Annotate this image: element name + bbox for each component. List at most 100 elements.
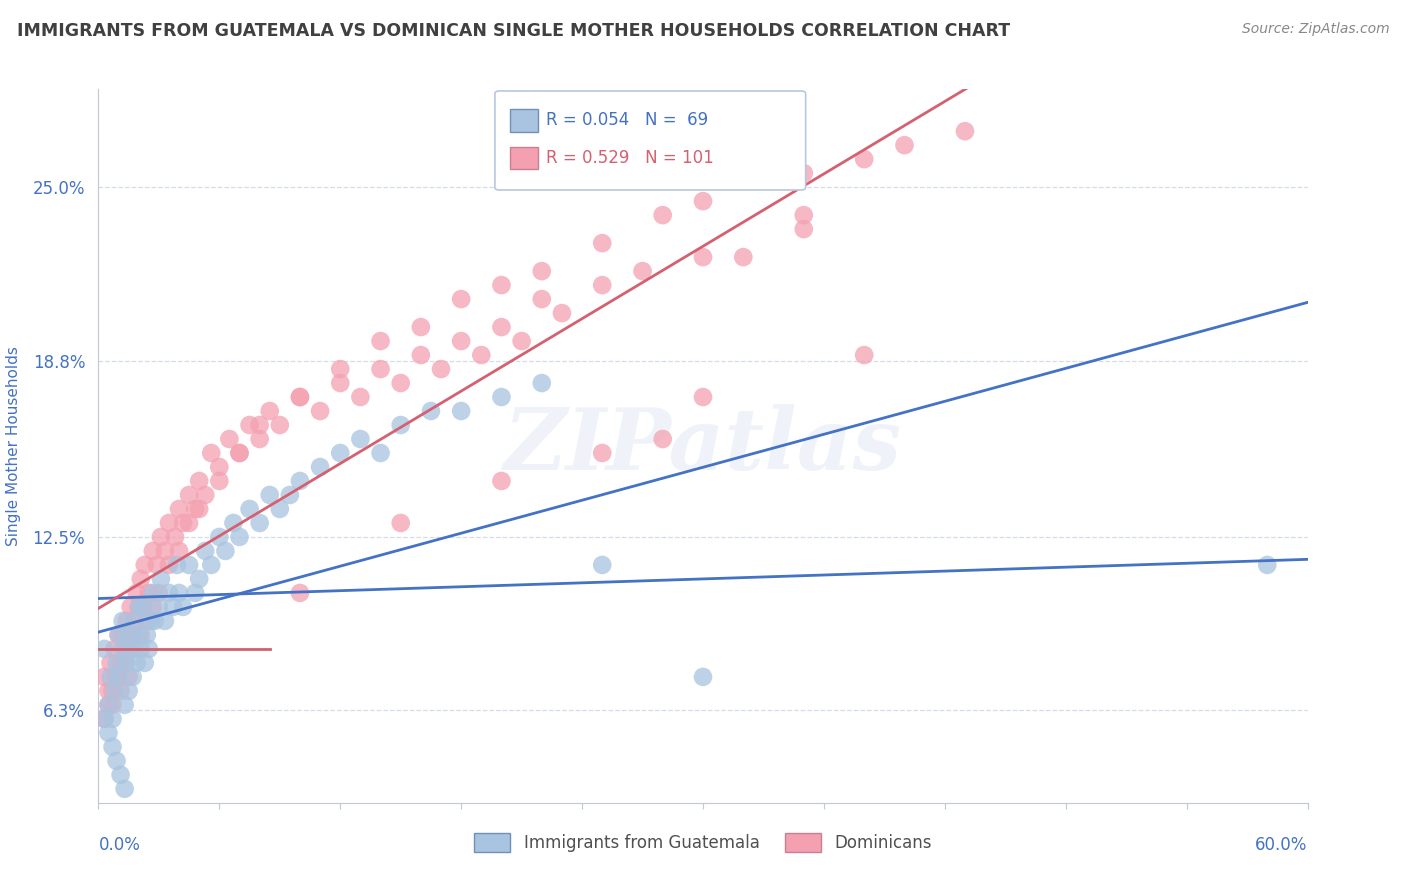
Point [184,586,207,600]
Point [491,390,513,404]
Point [309,404,332,418]
Point [148,586,170,600]
Point [129,641,152,656]
Point [118,628,141,642]
Point [450,404,472,418]
Point [148,599,170,614]
Point [389,516,412,530]
Point [222,516,245,530]
Point [288,474,311,488]
Point [124,614,146,628]
Point [218,432,240,446]
Point [278,488,301,502]
Point [793,208,815,222]
Point [591,236,613,251]
Point [134,656,156,670]
Point [146,558,169,572]
Point [121,670,143,684]
Text: R = 0.529   N = 101: R = 0.529 N = 101 [546,149,713,167]
Point [249,432,271,446]
Point [409,320,432,334]
Point [530,376,553,390]
Point [172,599,194,614]
Point [101,712,124,726]
Point [114,698,136,712]
Point [288,586,311,600]
Point [125,586,148,600]
Point [101,698,124,712]
Point [128,628,150,642]
Point [143,614,166,628]
Point [103,641,125,656]
Point [510,334,533,348]
Point [591,278,613,293]
Point [93,712,115,726]
Point [491,278,513,293]
Point [651,432,673,446]
Point [309,460,332,475]
Point [93,641,115,656]
Point [129,572,152,586]
Point [128,599,150,614]
Point [200,558,222,572]
Point [208,530,231,544]
Legend: Immigrants from Guatemala, Dominicans: Immigrants from Guatemala, Dominicans [467,826,939,859]
Point [389,376,412,390]
Point [269,417,291,432]
Point [733,250,755,264]
Point [239,417,262,432]
Point [110,656,132,670]
Point [101,739,124,754]
Point [329,446,352,460]
Point [157,558,180,572]
Point [228,446,250,460]
Point [188,474,211,488]
Point [188,502,211,516]
Point [124,641,146,656]
Point [138,586,160,600]
Point [101,684,124,698]
Point [163,530,186,544]
Point [114,781,136,796]
Y-axis label: Single Mother Households: Single Mother Households [7,346,21,546]
Point [179,558,201,572]
Point [228,446,250,460]
Point [129,628,152,642]
Point [349,390,371,404]
Point [121,628,143,642]
Point [793,222,815,236]
Text: 0.0%: 0.0% [98,837,141,855]
Point [105,656,128,670]
Point [118,684,141,698]
Point [132,599,155,614]
Point [214,544,236,558]
Point [893,138,915,153]
Point [149,572,172,586]
Point [142,544,165,558]
Point [157,586,180,600]
Point [631,264,654,278]
Point [530,292,553,306]
Point [153,544,176,558]
Point [93,712,115,726]
Point [259,488,281,502]
Point [114,641,136,656]
Point [184,502,207,516]
Point [692,250,714,264]
Point [591,558,613,572]
Point [111,641,134,656]
Text: R = 0.054   N =  69: R = 0.054 N = 69 [546,112,707,129]
Text: IMMIGRANTS FROM GUATEMALA VS DOMINICAN SINGLE MOTHER HOUSEHOLDS CORRELATION CHAR: IMMIGRANTS FROM GUATEMALA VS DOMINICAN S… [17,22,1010,40]
Point [188,572,211,586]
Point [111,628,134,642]
Point [420,404,443,418]
Point [228,530,250,544]
Text: ZIPatlas: ZIPatlas [503,404,903,488]
Point [491,474,513,488]
Point [93,670,115,684]
Point [249,417,271,432]
Point [100,656,122,670]
Point [370,446,392,460]
Point [135,614,157,628]
Point [179,488,201,502]
